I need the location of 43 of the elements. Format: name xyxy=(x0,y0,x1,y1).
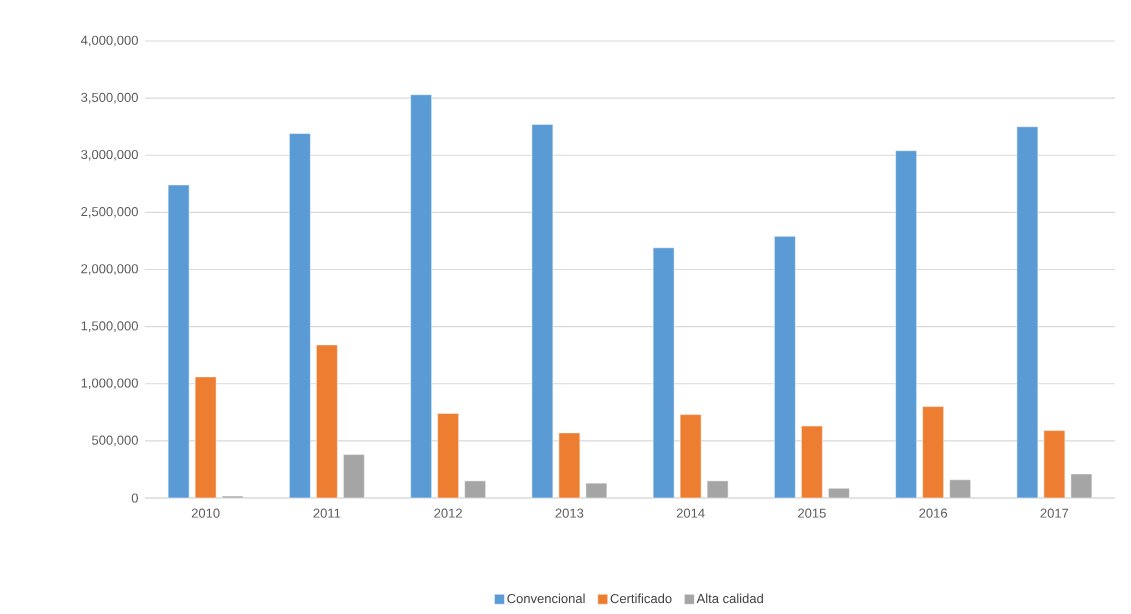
bar xyxy=(558,432,581,499)
bar xyxy=(437,413,459,499)
bar xyxy=(1070,473,1093,499)
x-tick-label: 2017 xyxy=(1040,508,1069,518)
y-tick-label: 2,000,000 xyxy=(81,264,138,275)
bar xyxy=(167,184,190,499)
x-tick-label: 2014 xyxy=(676,508,705,518)
y-tick-label: 1,500,000 xyxy=(81,321,138,332)
bar xyxy=(585,482,608,499)
y-tick-label: 0 xyxy=(131,493,138,503)
x-tick-label: 2011 xyxy=(313,508,341,518)
bar xyxy=(343,454,365,499)
x-tick-label: 2013 xyxy=(555,508,584,518)
bar xyxy=(1043,430,1066,499)
bar xyxy=(774,236,796,499)
y-tick-label: 3,500,000 xyxy=(81,92,138,104)
bar xyxy=(706,480,729,499)
x-tick-label: 2016 xyxy=(919,508,948,518)
bar xyxy=(410,94,432,499)
y-tick-label: 1,000,000 xyxy=(81,378,138,390)
y-tick-label: 3,000,000 xyxy=(81,149,138,161)
bar xyxy=(949,479,971,499)
bar xyxy=(194,376,217,499)
x-tick-label: 2012 xyxy=(434,508,462,518)
bar xyxy=(289,133,311,499)
bar xyxy=(922,406,944,499)
y-tick-label: 500,000 xyxy=(91,435,138,447)
bar xyxy=(1016,126,1039,499)
legend-label: Alta calidad xyxy=(696,593,763,604)
bar xyxy=(531,124,554,499)
bar xyxy=(464,480,486,499)
bar xyxy=(679,414,702,499)
y-tick-label: 4,000,000 xyxy=(80,35,138,47)
x-tick-label: 2015 xyxy=(798,508,826,518)
legend-label: Certificado xyxy=(610,593,672,604)
y-tick-label: 2,500,000 xyxy=(81,207,138,218)
bar xyxy=(828,488,850,499)
bar xyxy=(316,344,338,499)
legend-label: Convencional xyxy=(507,593,585,604)
bar xyxy=(801,425,823,499)
bar xyxy=(895,150,917,499)
x-tick-label: 2010 xyxy=(191,508,220,518)
bar xyxy=(652,247,675,499)
